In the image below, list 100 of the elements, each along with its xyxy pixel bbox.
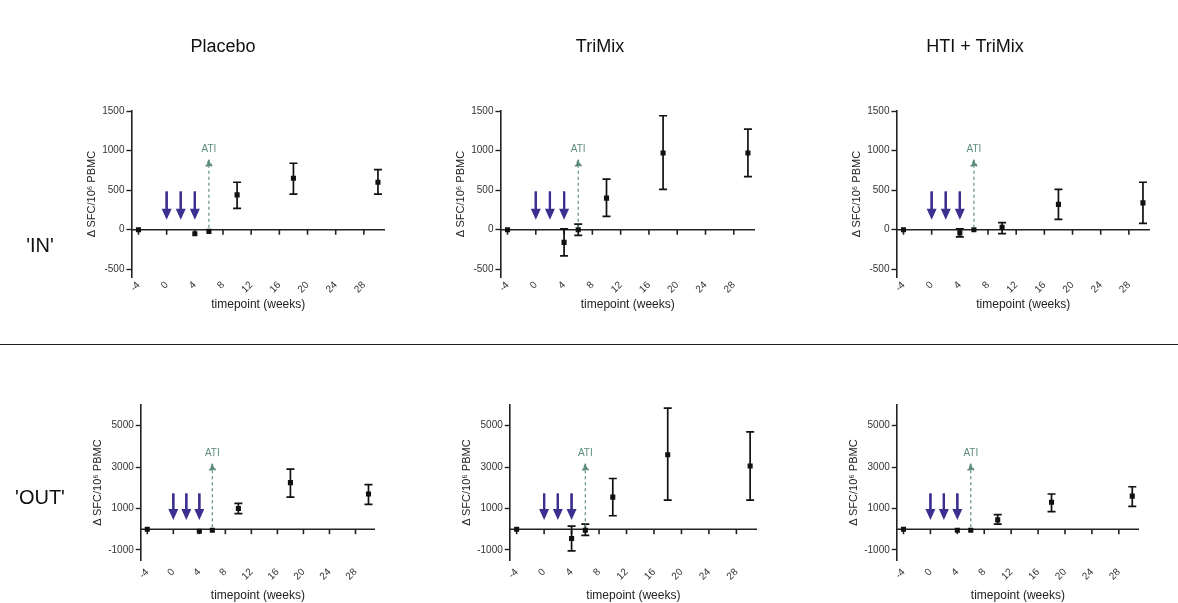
x-tick-label: 8 [584, 278, 597, 291]
x-tick-label: -4 [127, 278, 143, 294]
x-tick-label: 12 [239, 565, 256, 582]
y-axis-title: Δ SFC/10⁶ PBMC [846, 439, 859, 526]
y-axis-title: Δ SFC/10⁶ PBMC [849, 150, 862, 238]
x-tick-label: 24 [317, 565, 334, 582]
x-tick-label: 0 [158, 278, 171, 291]
x-tick-label: 28 [1116, 278, 1133, 295]
y-tick-label: -1000 [108, 543, 135, 555]
x-tick-label: 12 [1003, 278, 1020, 295]
x-tick-label: 8 [975, 565, 988, 578]
x-tick-label: 8 [217, 565, 230, 578]
y-tick-label: -500 [104, 263, 125, 275]
y-tick-label: 500 [107, 183, 125, 195]
x-tick-label: 4 [190, 565, 203, 578]
y-axis-title: Δ SFC/10⁶ PBMC [90, 439, 103, 526]
x-tick-label: 24 [696, 565, 713, 582]
y-tick-label: 3000 [111, 460, 135, 472]
ref-line-label: ATI [201, 142, 217, 154]
x-tick-label: -4 [505, 565, 521, 581]
x-tick-label: 28 [1106, 565, 1123, 582]
y-tick-label: -1000 [864, 543, 891, 555]
y-tick-label: -500 [473, 263, 494, 275]
y-tick-label: 500 [872, 183, 890, 195]
y-tick-label: 1000 [480, 502, 504, 514]
y-tick-label: 1000 [867, 502, 891, 514]
y-tick-label: 500 [476, 183, 494, 195]
x-tick-label: 12 [614, 565, 631, 582]
x-tick-label: 24 [693, 278, 710, 295]
y-axis-title: Δ SFC/10⁶ PBMC [84, 150, 97, 238]
x-tick-label: 16 [636, 278, 653, 295]
y-tick-label: 0 [487, 223, 494, 235]
chart-title: HTI + TriMix [926, 35, 1024, 57]
ref-line-label: ATI [966, 142, 982, 154]
x-tick-label: 28 [724, 565, 741, 582]
x-tick-label: 12 [608, 278, 625, 295]
y-tick-label: 1500 [471, 104, 494, 116]
y-tick-label: 1000 [867, 144, 890, 156]
x-tick-label: 8 [214, 278, 227, 291]
x-tick-label: 16 [267, 278, 284, 295]
x-tick-label: -4 [496, 278, 512, 294]
y-tick-label: -500 [869, 263, 890, 275]
y-tick-label: 1500 [102, 104, 125, 116]
x-tick-label: 12 [998, 565, 1015, 582]
x-tick-label: 20 [1052, 565, 1069, 582]
ref-line-label: ATI [570, 142, 586, 154]
x-tick-label: 24 [1088, 278, 1105, 295]
x-tick-label: 0 [923, 278, 936, 291]
ref-line-label: ATI [963, 446, 979, 458]
x-tick-label: 20 [669, 565, 686, 582]
x-tick-label: 28 [343, 565, 360, 582]
x-tick-label: 16 [265, 565, 282, 582]
x-tick-label: 4 [563, 565, 576, 578]
x-axis-title: timepoint (weeks) [970, 588, 1065, 603]
x-axis-title: timepoint (weeks) [211, 297, 306, 312]
text: 'OUT' [15, 485, 65, 509]
x-tick-label: 4 [951, 278, 964, 291]
x-tick-label: 0 [164, 565, 177, 578]
x-tick-label: 20 [295, 278, 312, 295]
x-tick-label: 20 [291, 565, 308, 582]
x-tick-label: 24 [323, 278, 340, 295]
y-tick-label: 5000 [480, 419, 504, 431]
x-tick-label: 0 [535, 565, 548, 578]
x-tick-label: -4 [136, 565, 151, 581]
x-tick-label: 8 [590, 565, 603, 578]
y-tick-label: 0 [883, 223, 890, 235]
y-tick-label: 3000 [867, 460, 891, 472]
x-tick-label: 4 [555, 278, 568, 291]
x-tick-label: 20 [664, 278, 681, 295]
x-tick-label: 16 [641, 565, 658, 582]
y-tick-label: 1000 [471, 144, 494, 156]
y-axis-title: Δ SFC/10⁶ PBMC [453, 150, 466, 238]
y-tick-label: 1000 [102, 144, 125, 156]
x-tick-label: 4 [948, 565, 961, 578]
x-tick-label: 28 [351, 278, 368, 295]
chart-title: Placebo [190, 35, 256, 57]
x-tick-label: 28 [721, 278, 738, 295]
x-tick-label: 0 [527, 278, 540, 291]
x-tick-label: 16 [1032, 278, 1049, 295]
x-axis-title: timepoint (weeks) [580, 297, 675, 312]
y-tick-label: 1500 [867, 104, 890, 116]
x-tick-label: -4 [892, 565, 908, 581]
x-axis-title: timepoint (weeks) [976, 297, 1071, 312]
y-tick-label: 0 [118, 223, 125, 235]
text: 'IN' [26, 233, 54, 257]
x-axis-title: timepoint (weeks) [210, 588, 305, 603]
x-tick-label: 4 [186, 278, 199, 291]
y-tick-label: 5000 [867, 419, 891, 431]
x-tick-label: 0 [922, 565, 935, 578]
x-tick-label: 8 [979, 278, 992, 291]
x-tick-label: -4 [892, 278, 908, 294]
x-axis-title: timepoint (weeks) [586, 588, 681, 603]
x-tick-label: 12 [238, 278, 255, 295]
ref-line-label: ATI [577, 446, 593, 458]
chart-title: TriMix [575, 35, 625, 57]
y-tick-label: 5000 [111, 419, 135, 431]
x-tick-label: 24 [1079, 565, 1096, 582]
y-tick-label: 1000 [111, 502, 135, 514]
ref-line-label: ATI [204, 446, 220, 458]
y-axis-title: Δ SFC/10⁶ PBMC [459, 439, 472, 526]
